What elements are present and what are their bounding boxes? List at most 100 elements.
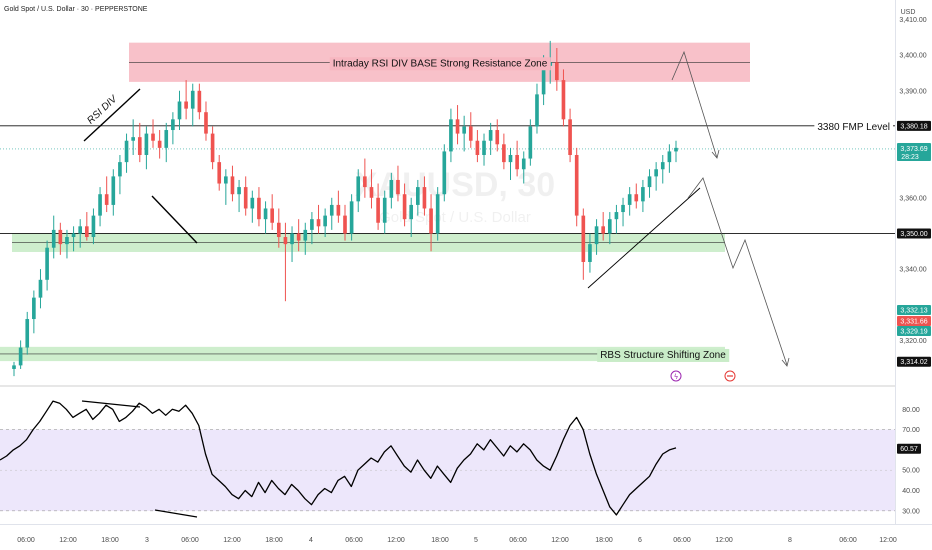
side-tag-0: 3,332.13 <box>900 308 927 315</box>
candle-body-26 <box>184 101 188 109</box>
candle-body-49 <box>336 204 341 216</box>
time-tick-label-6: 18:00 <box>265 537 283 544</box>
candle-body-53 <box>363 176 367 188</box>
candle-body-31 <box>217 162 222 184</box>
rsi-div-bottom-line <box>154 509 198 518</box>
time-axis: 06:00 12:00 18:00 3 06:00 12:00 18:00 4 06:00 12:… <box>17 537 897 544</box>
current-price-tag-bg <box>897 142 931 161</box>
price-tick-label-1: 3,400.00 <box>899 53 926 60</box>
candle-body-45 <box>310 219 314 230</box>
price-tick-label-3: 3,360.00 <box>899 195 926 202</box>
time-tick-label-12: 06:00 <box>509 537 527 544</box>
candle-body-39 <box>270 208 275 223</box>
candle-body-47 <box>323 215 327 227</box>
rsi-tick-label-5: 30.00 <box>902 508 920 515</box>
candle-body-83 <box>561 80 566 120</box>
rsi-div-top-line <box>81 400 141 408</box>
candle-body-89 <box>601 226 606 234</box>
price-level-tag-1-bg <box>897 228 931 239</box>
flash-event-icon[interactable] <box>670 370 682 382</box>
candle-body-33 <box>230 176 235 195</box>
zone-label-bg-0 <box>329 57 551 71</box>
candle-body-86 <box>581 215 586 262</box>
candle-body-27 <box>190 90 195 109</box>
candle-body-75 <box>508 154 513 163</box>
candle-body-2 <box>25 319 30 348</box>
candle-body-67 <box>455 119 460 134</box>
candle-body-50 <box>343 215 347 234</box>
candle-body-14 <box>104 194 109 205</box>
candle-body-91 <box>614 212 619 220</box>
candle-body-35 <box>243 187 248 209</box>
price-level-label-bg-0 <box>814 121 893 133</box>
side-tag-1-bg <box>897 316 931 326</box>
candle-body-3 <box>32 297 36 320</box>
bullish-channel-line <box>151 195 198 244</box>
zones-layer <box>0 42 750 362</box>
price-level-tag-0-bg <box>897 120 931 131</box>
candle-body-36 <box>250 197 255 209</box>
levels-layer: 3380 FMP Level <box>0 121 895 234</box>
candle-body-66 <box>449 119 453 152</box>
price-level-tag-2-bg <box>897 356 931 367</box>
candle-body-97 <box>654 169 658 177</box>
price-tick-label-0: 3,410.00 <box>899 17 926 24</box>
candle-body-8 <box>65 237 69 245</box>
time-tick-label-3: 3 <box>145 537 149 544</box>
rsi-div-label: RSI DIV <box>85 93 120 127</box>
candle-body-63 <box>429 208 433 234</box>
time-tick-label-19: 06:00 <box>839 537 857 544</box>
candle-body-52 <box>356 176 361 202</box>
time-tick-label-5: 12:00 <box>223 537 241 544</box>
candle-body-11 <box>84 226 89 238</box>
candle-body-95 <box>641 187 645 202</box>
rsi-line <box>0 400 677 516</box>
side-tag-0-bg <box>897 305 931 315</box>
price-level-tag-2: 3,314.02 <box>900 359 927 366</box>
candle-body-42 <box>290 233 294 245</box>
candle-body-6 <box>51 229 56 248</box>
candle-body-62 <box>422 187 427 209</box>
candle-body-32 <box>224 176 228 184</box>
projected-path-secondary <box>687 177 788 366</box>
time-tick-label-10: 18:00 <box>431 537 449 544</box>
time-tick-label-13: 12:00 <box>551 537 569 544</box>
candle-body-30 <box>210 133 215 163</box>
price-tick-label-5: 3,320.00 <box>899 338 926 345</box>
candle-body-79 <box>535 94 539 127</box>
price-axis: 3,410.00 3,400.00 3,390.00 3,360.00 3,340.00… <box>897 17 931 367</box>
candle-body-70 <box>475 140 480 155</box>
candle-body-96 <box>647 176 652 188</box>
price-level-tag-1: 3,350.00 <box>900 231 927 238</box>
candle-body-61 <box>415 187 420 205</box>
candle-body-69 <box>468 126 473 141</box>
zone-label-2: RBS Structure Shifting Zone <box>600 350 726 361</box>
side-tag-2-bg <box>897 326 931 336</box>
candle-body-21 <box>151 133 155 141</box>
candle-body-77 <box>521 158 526 170</box>
candle-body-80 <box>541 65 546 95</box>
candle-body-24 <box>171 119 175 131</box>
candle-body-88 <box>594 226 599 245</box>
candle-body-60 <box>409 204 414 220</box>
time-tick-label-0: 06:00 <box>17 537 35 544</box>
candle-body-46 <box>316 219 321 227</box>
candle-body-4 <box>38 279 43 298</box>
candle-body-57 <box>389 179 394 198</box>
candle-body-23 <box>164 130 169 148</box>
candle-body-43 <box>296 233 301 241</box>
rsi-tick-label-1: 70.00 <box>902 427 920 434</box>
candle-body-55 <box>376 197 380 223</box>
drawings-layer <box>83 50 790 367</box>
candle-body-56 <box>382 197 387 223</box>
candle-body-10 <box>78 226 83 234</box>
candle-body-93 <box>627 194 632 205</box>
candle-body-71 <box>482 140 486 155</box>
candle-body-92 <box>621 204 625 213</box>
candle-body-54 <box>369 187 374 198</box>
time-tick-label-7: 4 <box>309 537 313 544</box>
candle-body-58 <box>396 179 400 195</box>
candle-body-9 <box>71 233 76 238</box>
